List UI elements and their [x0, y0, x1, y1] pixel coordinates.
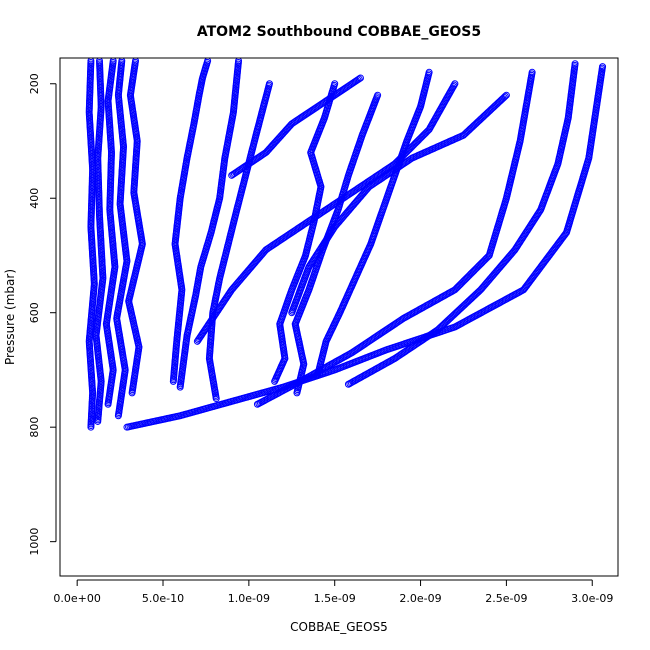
data-point [450, 81, 458, 89]
data-point [571, 60, 579, 68]
series-4 [113, 58, 131, 420]
y-axis: 200 400 600 800 1000 [28, 73, 57, 556]
series-1 [85, 58, 98, 431]
points-group [85, 58, 607, 431]
plot-frame [59, 57, 619, 577]
data-point [374, 91, 382, 99]
series-14 [123, 63, 607, 431]
data-point [528, 68, 536, 76]
x-tick-label: 3.0e-09 [571, 592, 613, 605]
data-point [132, 58, 140, 65]
y-axis-label: Pressure (mbar) [3, 269, 17, 365]
data-point [109, 58, 117, 65]
data-point [425, 68, 433, 76]
data-point [599, 63, 607, 71]
x-axis: 0.0e+00 5.0e-10 1.0e-09 1.5e-09 2.0e-09 2.5e-… [53, 579, 613, 605]
chart-title: ATOM2 Southbound COBBAE_GEOS5 [197, 24, 481, 40]
x-tick-label: 0.0e+00 [53, 592, 100, 605]
data-point [502, 91, 510, 99]
data-point [118, 58, 126, 65]
series-5 [125, 58, 146, 397]
series-7 [176, 58, 243, 391]
x-tick-label: 5.0e-10 [142, 592, 184, 605]
data-point [87, 58, 95, 65]
y-tick-label: 1000 [28, 528, 41, 556]
series-17 [228, 74, 364, 179]
series-6 [169, 58, 212, 385]
x-tick-label: 1.5e-09 [314, 592, 356, 605]
data-point [204, 58, 212, 65]
data-point [356, 74, 364, 82]
series-13 [344, 60, 579, 388]
data-layer [85, 58, 607, 431]
series-3 [102, 58, 119, 408]
y-tick-label: 200 [28, 73, 41, 94]
data-point [265, 80, 273, 88]
data-point [355, 75, 363, 83]
series-11 [314, 68, 433, 380]
x-tick-label: 2.0e-09 [399, 592, 441, 605]
series-16 [288, 91, 510, 317]
data-point [95, 58, 103, 65]
x-tick-label: 2.5e-09 [485, 592, 527, 605]
x-axis-label: COBBAE_GEOS5 [290, 620, 388, 634]
data-point [451, 80, 459, 88]
series-2 [92, 58, 107, 425]
y-tick-label: 400 [28, 188, 41, 209]
series-12 [253, 68, 536, 408]
y-tick-label: 600 [28, 302, 41, 323]
data-point [500, 93, 508, 101]
data-point [331, 80, 339, 88]
x-tick-label: 1.0e-09 [228, 592, 270, 605]
y-tick-label: 800 [28, 417, 41, 438]
data-point [235, 58, 243, 65]
data-point [501, 92, 509, 100]
